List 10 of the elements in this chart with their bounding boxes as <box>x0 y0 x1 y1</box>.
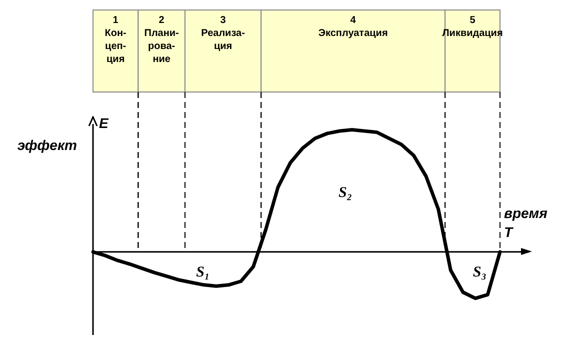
annotation: S₁ <box>196 264 210 281</box>
text: 1 Кон- цеп- ция <box>104 14 126 65</box>
text: 5 Ликвидация <box>442 14 503 39</box>
annotation: S₂ <box>338 184 352 201</box>
text: 3 Реализа- ция <box>201 14 245 52</box>
text: 4 Эксплуатация <box>318 14 388 39</box>
x-axis-title: время T <box>504 204 548 240</box>
text: E эффект <box>17 115 108 153</box>
annotation: S₃ <box>472 264 486 281</box>
text: 2 Плани- рова- ние <box>144 14 179 65</box>
